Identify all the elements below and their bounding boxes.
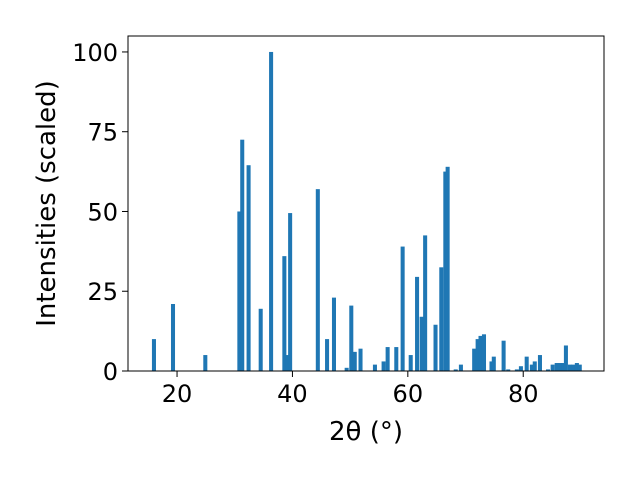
bar xyxy=(546,369,551,371)
plot-frame xyxy=(127,35,605,372)
bar xyxy=(381,361,386,371)
bar xyxy=(529,364,534,371)
bar xyxy=(532,361,537,371)
bar xyxy=(400,246,405,371)
bar xyxy=(489,361,494,371)
y-axis-label: Intensities (scaled) xyxy=(32,80,62,327)
bar xyxy=(524,356,529,371)
bar xyxy=(558,363,563,371)
bar xyxy=(550,364,555,371)
bar xyxy=(478,335,483,371)
y-tick-label: 100 xyxy=(72,39,118,67)
bar xyxy=(269,51,274,371)
bar xyxy=(423,235,428,371)
bar xyxy=(458,364,463,371)
bar xyxy=(518,366,523,371)
bar xyxy=(561,363,566,371)
x-tick-label: 80 xyxy=(508,380,539,408)
bar xyxy=(151,339,156,371)
bar xyxy=(433,324,438,371)
bar xyxy=(331,297,336,371)
bar xyxy=(537,355,542,371)
bar xyxy=(445,166,450,371)
x-axis-ticks: 20 40 60 80 xyxy=(162,371,539,408)
bar xyxy=(453,369,458,371)
y-axis-ticks: 0 25 50 75 100 xyxy=(72,39,128,386)
bar xyxy=(285,355,290,371)
bar xyxy=(419,316,424,371)
bar xyxy=(237,211,242,371)
bar-series xyxy=(151,51,582,371)
bar xyxy=(349,305,354,371)
bar xyxy=(475,339,480,371)
x-tick-label: 20 xyxy=(162,380,193,408)
bar xyxy=(491,356,496,371)
bar xyxy=(385,347,390,371)
y-tick-label: 0 xyxy=(103,358,118,386)
bar xyxy=(506,369,511,371)
bar xyxy=(358,348,363,371)
bar xyxy=(554,363,559,371)
bar xyxy=(443,171,448,371)
y-tick-label: 25 xyxy=(87,278,118,306)
bar xyxy=(394,347,399,371)
bar xyxy=(170,304,176,371)
bar xyxy=(240,139,245,371)
bar xyxy=(567,364,572,371)
x-tick-label: 60 xyxy=(393,380,424,408)
bar xyxy=(415,276,420,371)
bar xyxy=(481,334,487,371)
x-axis-label: 2θ (°) xyxy=(329,417,403,447)
bar xyxy=(514,369,519,371)
bar xyxy=(352,351,357,371)
x-tick-label: 40 xyxy=(277,380,308,408)
bar xyxy=(439,267,444,371)
bar xyxy=(288,213,293,371)
bar xyxy=(501,340,506,371)
bar xyxy=(325,339,330,371)
bar xyxy=(258,308,263,371)
bar xyxy=(571,364,576,371)
bar xyxy=(246,165,251,371)
bar xyxy=(563,345,568,371)
bar xyxy=(203,355,208,371)
bar xyxy=(315,189,320,371)
bar xyxy=(574,363,579,371)
bar xyxy=(344,367,349,371)
y-tick-label: 75 xyxy=(87,119,118,147)
y-tick-label: 50 xyxy=(87,198,118,226)
bar xyxy=(472,348,477,371)
bar xyxy=(577,364,582,371)
bar xyxy=(282,256,287,371)
bar xyxy=(372,364,377,371)
bar xyxy=(408,355,413,371)
